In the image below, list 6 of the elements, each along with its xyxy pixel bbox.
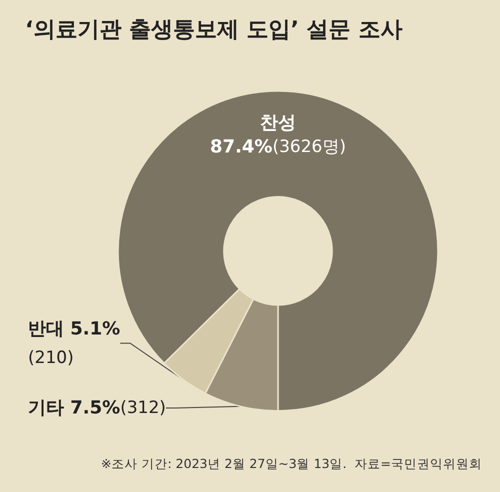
- chart-title: ‘의료기관 출생통보제 도입’ 설문 조사: [25, 18, 402, 42]
- slice-label: 반대 5.1%(210): [28, 318, 120, 368]
- text: ※조사 기간: 2023년 2월 27일~3월 13일. 자료=국민권익위원회: [101, 456, 482, 471]
- slice-label: 기타 7.5%(312): [28, 398, 166, 418]
- data-label: 87.4%(3626명): [210, 136, 346, 158]
- slice-label: 찬성: [260, 112, 296, 134]
